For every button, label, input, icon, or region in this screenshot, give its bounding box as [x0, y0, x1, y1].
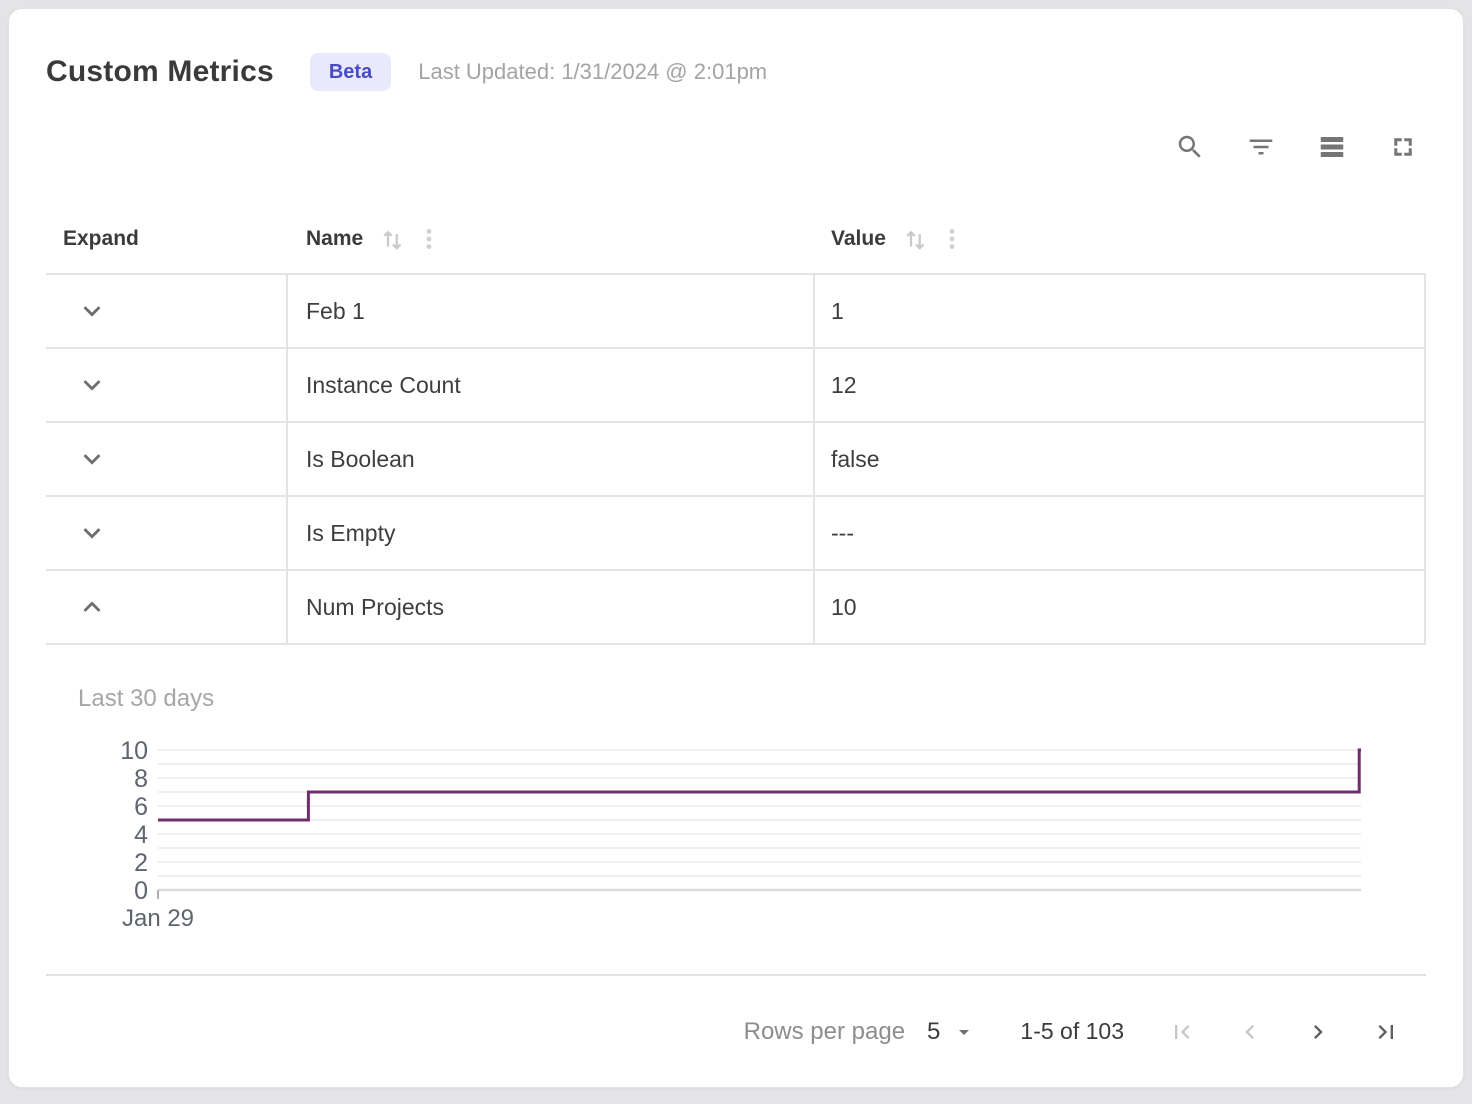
search-icon: [1178, 135, 1201, 158]
metric-name-cell: Is Empty: [288, 497, 815, 569]
table-row: Instance Count 12: [46, 349, 1426, 423]
metric-value-cell: 10: [815, 571, 1426, 643]
table-toolbar: [46, 131, 1426, 163]
density-button[interactable]: [1316, 131, 1348, 163]
table-body: Feb 1 1 Instance Count 12 Is Boolean fal…: [46, 273, 1426, 645]
rows-per-page-select[interactable]: 5: [927, 1018, 976, 1046]
svg-text:Jan 29: Jan 29: [122, 905, 194, 931]
sort-icon[interactable]: [901, 224, 931, 254]
previous-page-button: [1236, 1018, 1264, 1046]
pagination-bar: Rows per page 5 1-5 of 103: [46, 974, 1426, 1087]
fullscreen-icon: [1394, 138, 1412, 156]
metric-value-cell: 12: [815, 349, 1426, 421]
expand-row-button[interactable]: [74, 515, 110, 551]
table-row-expanded: Num Projects 10: [46, 571, 1426, 645]
column-menu-icon[interactable]: [416, 226, 442, 252]
pagination-range-label: 1-5 of 103: [1020, 1018, 1124, 1044]
metric-name-cell: Is Boolean: [288, 423, 815, 495]
collapse-row-button[interactable]: [74, 589, 110, 625]
column-menu-icon[interactable]: [939, 226, 965, 252]
chevron-right-icon: [1314, 1024, 1323, 1039]
svg-text:6: 6: [134, 793, 148, 821]
column-header-name[interactable]: Name: [288, 224, 815, 254]
beta-badge: Beta: [309, 53, 392, 91]
custom-metrics-table: Expand Name Value: [46, 205, 1426, 645]
chevron-down-icon: [83, 454, 101, 465]
expand-row-button[interactable]: [74, 441, 110, 477]
metric-value-cell: 1: [815, 275, 1426, 347]
table-row: Is Boolean false: [46, 423, 1426, 497]
table-header-row: Expand Name Value: [46, 205, 1426, 273]
search-button[interactable]: [1174, 131, 1206, 163]
rows-per-page-label: Rows per page: [743, 1017, 906, 1045]
table-row: Is Empty ---: [46, 497, 1426, 571]
first-page-button: [1168, 1018, 1196, 1046]
chevron-up-icon: [83, 601, 101, 612]
page-title: Custom Metrics: [46, 55, 274, 88]
svg-text:8: 8: [134, 765, 148, 793]
expand-row-button[interactable]: [74, 367, 110, 403]
first-page-icon: [1175, 1024, 1190, 1039]
density-icon: [1320, 137, 1344, 157]
filter-button[interactable]: [1245, 131, 1277, 163]
column-header-expand: Expand: [63, 227, 139, 250]
metric-value-cell: ---: [815, 497, 1426, 569]
metric-name-cell: Instance Count: [288, 349, 815, 421]
chart-title: Last 30 days: [78, 685, 215, 712]
chevron-down-icon: [83, 380, 101, 391]
chevron-left-icon: [1245, 1024, 1254, 1039]
expand-row-button[interactable]: [74, 293, 110, 329]
svg-text:10: 10: [120, 739, 148, 765]
chevron-down-icon: [959, 1029, 970, 1035]
metric-name-cell: Feb 1: [288, 275, 815, 347]
sort-icon[interactable]: [378, 224, 408, 254]
metric-name-cell: Num Projects: [288, 571, 815, 643]
next-page-button[interactable]: [1304, 1018, 1332, 1046]
svg-text:2: 2: [134, 849, 148, 877]
custom-metrics-panel: Custom Metrics Beta Last Updated: 1/31/2…: [8, 8, 1464, 1088]
last-page-icon: [1378, 1024, 1393, 1039]
metric-history-chart: 0 2 4 6 8 10 Jan 29: [46, 739, 1426, 931]
row-detail-panel: Last 30 days 0 2 4 6 8 10 Jan 29: [46, 685, 1426, 931]
filter-icon: [1249, 139, 1273, 155]
table-row: Feb 1 1: [46, 275, 1426, 349]
chevron-down-icon: [83, 306, 101, 317]
svg-text:4: 4: [134, 821, 148, 849]
pagination-nav: [1168, 1018, 1400, 1046]
column-header-value[interactable]: Value: [815, 224, 1426, 254]
metric-value-cell: false: [815, 423, 1426, 495]
chevron-down-icon: [83, 528, 101, 539]
fullscreen-button[interactable]: [1387, 131, 1419, 163]
last-page-button[interactable]: [1372, 1018, 1400, 1046]
rows-per-page-value: 5: [927, 1017, 941, 1045]
panel-header: Custom Metrics Beta Last Updated: 1/31/2…: [46, 53, 1426, 91]
svg-text:0: 0: [134, 877, 148, 905]
last-updated-text: Last Updated: 1/31/2024 @ 2:01pm: [418, 59, 768, 84]
